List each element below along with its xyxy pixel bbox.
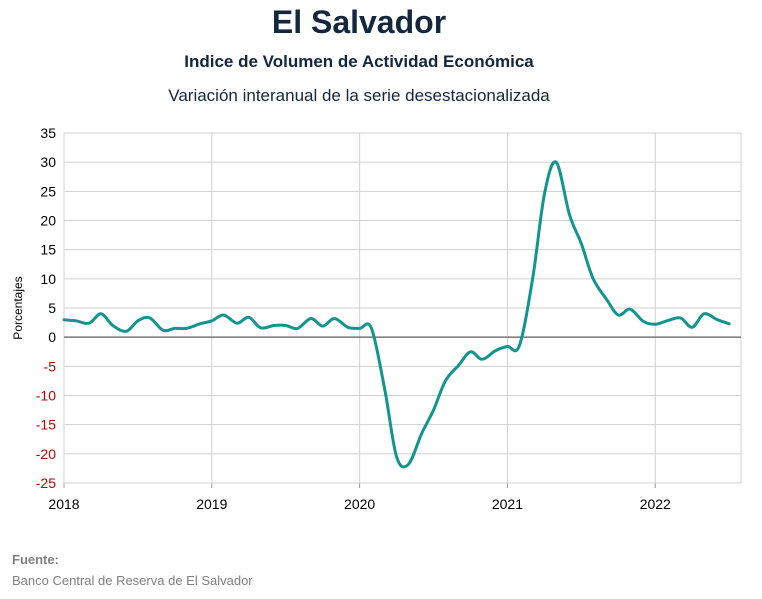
y-tick-label: 35 [40, 125, 56, 141]
x-tick-label: 2020 [344, 496, 375, 512]
y-axis-label: Porcentajes [11, 276, 25, 339]
y-tick-label: -15 [36, 417, 56, 433]
y-tick-label: 10 [40, 271, 56, 287]
series-group [62, 160, 731, 469]
y-tick-label: -10 [36, 388, 56, 404]
x-tick-label: 2019 [196, 496, 227, 512]
chart-subtitle: Indice de Volumen de Actividad Económica [184, 52, 534, 71]
y-tick-label: 5 [48, 300, 56, 316]
y-tick-label: 20 [40, 213, 56, 229]
y-tick-label: 15 [40, 242, 56, 258]
chart-subtitle-secondary: Variación interanual de la serie desesta… [168, 86, 550, 105]
y-tick-label: 30 [40, 154, 56, 170]
x-tick-label: 2022 [640, 496, 671, 512]
x-tick-label: 2021 [492, 496, 523, 512]
x-axis-ticks: 2018 2019 2020 2021 2022 [48, 496, 671, 512]
chart-title: El Salvador [271, 4, 447, 40]
y-tick-label: -25 [36, 475, 56, 491]
grid [63, 132, 742, 488]
line-chart: 35 30 25 20 15 10 5 0 -5 -10 -15 -20 -25 2018 2019 202… [11, 125, 742, 512]
source-label: Fuente: [12, 552, 59, 567]
series-line [62, 160, 731, 469]
y-tick-label: 25 [40, 183, 56, 199]
source-text: Banco Central de Reserva de El Salvador [12, 573, 253, 588]
y-tick-label: -5 [44, 358, 57, 374]
y-tick-label: -20 [36, 446, 56, 462]
x-tick-label: 2018 [48, 496, 79, 512]
y-tick-label: 0 [48, 329, 56, 345]
y-axis-ticks: 35 30 25 20 15 10 5 0 -5 -10 -15 -20 -25 [36, 125, 56, 491]
